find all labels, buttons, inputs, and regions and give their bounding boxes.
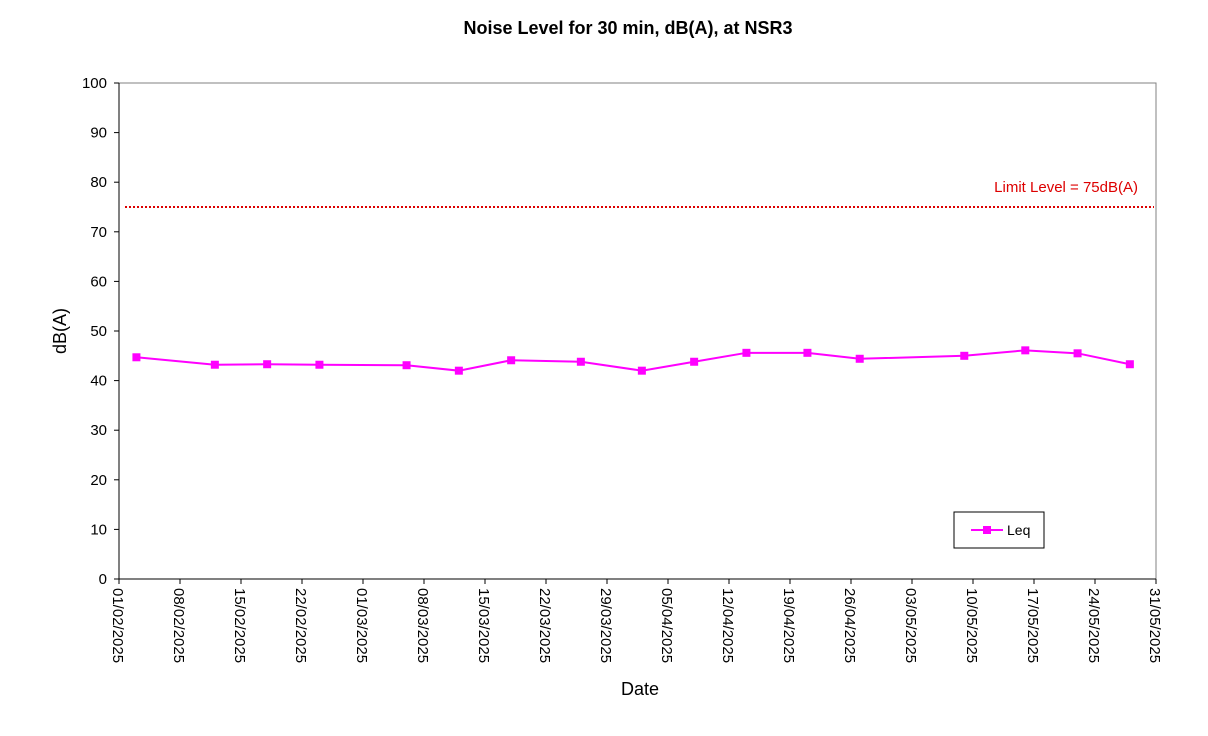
data-point: [855, 354, 864, 363]
x-tick-label: 15/03/2025: [475, 588, 492, 663]
x-tick-label: 10/05/2025: [963, 588, 980, 663]
x-tick-label: 03/05/2025: [902, 588, 919, 663]
legend: Leq: [953, 511, 1045, 549]
data-point: [1125, 360, 1134, 369]
data-point: [1021, 346, 1030, 355]
y-tick-label: 90: [90, 125, 107, 142]
y-tick-label: 40: [90, 373, 107, 390]
data-point: [742, 348, 751, 357]
x-tick-label: 31/05/2025: [1146, 588, 1163, 663]
x-tick-label: 17/05/2025: [1024, 588, 1041, 663]
x-tick-label: 19/04/2025: [780, 588, 797, 663]
limit-label: Limit Level = 75dB(A): [994, 179, 1138, 196]
data-point: [210, 360, 219, 369]
y-axis-title: dB(A): [50, 308, 70, 354]
data-point: [132, 353, 141, 362]
y-tick-label: 30: [90, 422, 107, 439]
x-tick-label: 05/04/2025: [658, 588, 675, 663]
y-tick-label: 10: [90, 521, 107, 538]
data-point: [454, 366, 463, 375]
y-tick-label: 0: [99, 571, 107, 588]
y-tick-label: 20: [90, 472, 107, 489]
y-tick-label: 100: [82, 75, 107, 92]
legend-label: Leq: [1007, 522, 1030, 538]
x-tick-label: 22/03/2025: [536, 588, 553, 663]
x-tick-label: 01/03/2025: [353, 588, 370, 663]
x-tick-label: 01/02/2025: [109, 588, 126, 663]
x-tick-label: 15/02/2025: [231, 588, 248, 663]
x-tick-label: 08/03/2025: [414, 588, 431, 663]
chart-title: Noise Level for 30 min, dB(A), at NSR3: [463, 18, 792, 38]
series-leq: [132, 346, 1134, 375]
y-tick-label: 50: [90, 323, 107, 340]
y-tick-label: 70: [90, 224, 107, 241]
data-point: [507, 356, 516, 365]
x-tick-label: 24/05/2025: [1085, 588, 1102, 663]
x-tick-label: 22/02/2025: [292, 588, 309, 663]
x-tick-label: 08/02/2025: [170, 588, 187, 663]
data-point: [960, 351, 969, 360]
data-point: [1073, 349, 1082, 358]
data-point: [803, 348, 812, 357]
x-axis: 01/02/2025 08/02/2025 15/02/2025 22/02/2025…: [109, 578, 1163, 663]
x-tick-label: 12/04/2025: [719, 588, 736, 663]
data-point: [402, 361, 411, 370]
data-point: [690, 357, 699, 366]
legend-marker: [983, 526, 991, 534]
x-tick-label: 26/04/2025: [841, 588, 858, 663]
data-point: [315, 360, 324, 369]
series-line: [136, 349, 1131, 372]
plot-area: [118, 82, 1157, 580]
data-point: [263, 360, 272, 369]
y-tick-label: 80: [90, 174, 107, 191]
x-tick-label: 29/03/2025: [597, 588, 614, 663]
y-tick-label: 60: [90, 273, 107, 290]
x-axis-title: Date: [621, 679, 659, 699]
data-point: [637, 366, 646, 375]
data-point: [576, 357, 585, 366]
y-axis: 0 10 20 30 40 50 60 70 80 90 100: [82, 75, 120, 588]
